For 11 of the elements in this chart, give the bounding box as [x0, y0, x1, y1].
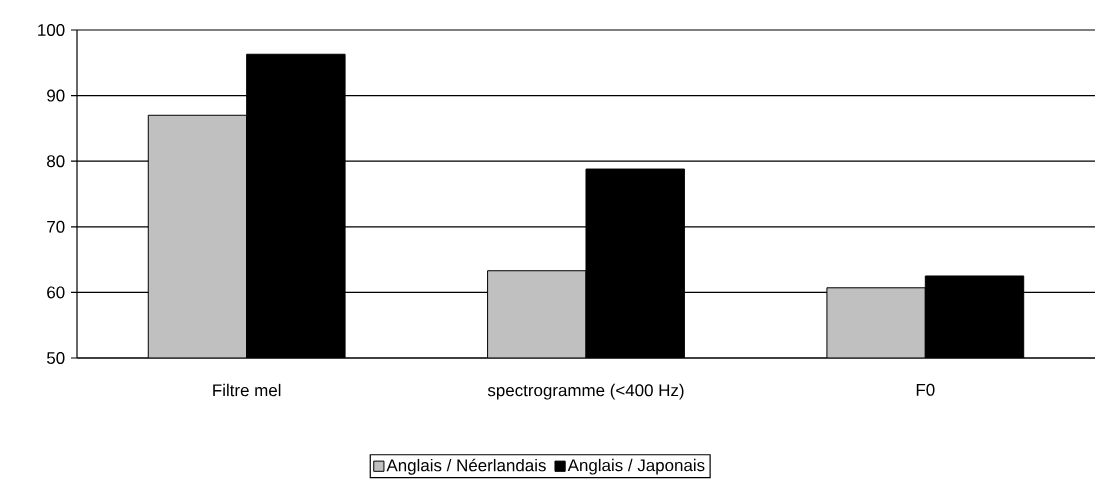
x-tick-label: spectrogramme (<400 Hz)	[487, 383, 684, 400]
y-tick-label: 70	[47, 220, 65, 233]
x-tick-label: Filtre mel	[213, 383, 281, 397]
y-tick-label: 100	[38, 23, 65, 36]
x-tick-label: F0	[916, 383, 935, 396]
legend-label: Anglais / Néerlandais	[386, 458, 546, 475]
y-tick-label: 90	[47, 89, 65, 102]
y-tick-label: 60	[47, 286, 65, 299]
y-tick-label: 50	[47, 351, 65, 364]
y-tick-label: 80	[47, 155, 65, 168]
legend-label: Anglais / Japonais	[567, 458, 705, 475]
